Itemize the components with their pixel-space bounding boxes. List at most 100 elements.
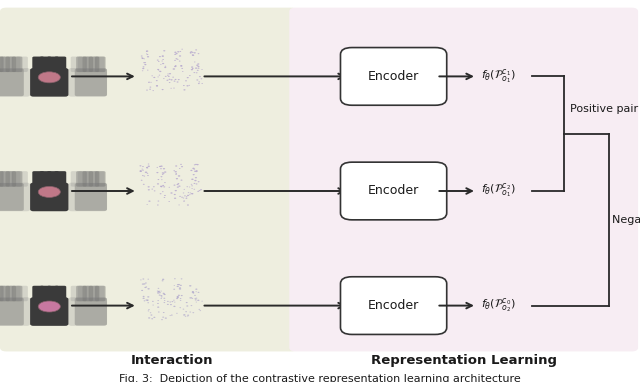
Circle shape	[185, 311, 187, 312]
Circle shape	[173, 306, 175, 307]
Circle shape	[164, 66, 166, 67]
Circle shape	[198, 53, 200, 54]
Circle shape	[146, 89, 148, 91]
Circle shape	[162, 317, 164, 318]
Circle shape	[162, 174, 164, 175]
Circle shape	[177, 186, 179, 188]
Circle shape	[163, 78, 164, 79]
Circle shape	[186, 302, 188, 303]
FancyBboxPatch shape	[16, 57, 28, 72]
FancyBboxPatch shape	[340, 277, 447, 335]
Circle shape	[175, 65, 177, 66]
FancyBboxPatch shape	[86, 286, 97, 301]
Circle shape	[193, 169, 195, 170]
Circle shape	[152, 304, 154, 306]
Circle shape	[175, 190, 177, 191]
Circle shape	[173, 185, 175, 186]
Circle shape	[161, 295, 163, 296]
FancyBboxPatch shape	[12, 57, 22, 72]
FancyBboxPatch shape	[54, 171, 67, 187]
FancyBboxPatch shape	[68, 297, 107, 326]
Circle shape	[174, 302, 175, 303]
FancyBboxPatch shape	[12, 171, 22, 187]
Circle shape	[162, 191, 164, 192]
Circle shape	[192, 298, 193, 299]
Circle shape	[156, 85, 158, 86]
Circle shape	[157, 291, 159, 292]
Circle shape	[192, 55, 195, 56]
Circle shape	[143, 62, 145, 63]
Circle shape	[177, 183, 179, 184]
Circle shape	[159, 75, 160, 76]
Circle shape	[161, 176, 163, 177]
Circle shape	[153, 186, 155, 187]
Circle shape	[141, 55, 143, 57]
Circle shape	[188, 192, 189, 193]
FancyBboxPatch shape	[0, 171, 4, 187]
Circle shape	[141, 290, 143, 291]
Circle shape	[161, 319, 163, 320]
Circle shape	[157, 179, 159, 180]
Circle shape	[160, 186, 163, 187]
Circle shape	[177, 81, 179, 83]
Circle shape	[147, 204, 148, 205]
Circle shape	[189, 52, 191, 53]
FancyBboxPatch shape	[83, 286, 93, 301]
Circle shape	[163, 312, 164, 313]
Circle shape	[194, 164, 196, 165]
Circle shape	[162, 63, 164, 64]
Circle shape	[173, 300, 175, 301]
Circle shape	[180, 278, 182, 279]
FancyBboxPatch shape	[0, 171, 6, 187]
Circle shape	[196, 65, 198, 66]
Circle shape	[147, 56, 149, 57]
Circle shape	[174, 54, 176, 55]
Circle shape	[198, 181, 200, 182]
Circle shape	[180, 65, 182, 67]
Circle shape	[172, 301, 173, 302]
Circle shape	[178, 284, 180, 285]
FancyBboxPatch shape	[93, 171, 105, 187]
Circle shape	[196, 170, 198, 171]
Circle shape	[148, 309, 150, 310]
Circle shape	[147, 175, 149, 176]
Circle shape	[143, 66, 145, 67]
FancyBboxPatch shape	[16, 171, 28, 187]
Circle shape	[193, 183, 195, 184]
FancyBboxPatch shape	[76, 171, 87, 187]
FancyBboxPatch shape	[6, 286, 16, 301]
Circle shape	[180, 51, 181, 52]
Circle shape	[168, 187, 170, 188]
FancyBboxPatch shape	[30, 297, 68, 326]
Circle shape	[179, 307, 181, 308]
Circle shape	[198, 292, 200, 293]
Circle shape	[195, 180, 196, 181]
Circle shape	[180, 300, 181, 301]
Circle shape	[193, 312, 194, 313]
Circle shape	[150, 312, 151, 313]
FancyBboxPatch shape	[68, 68, 107, 97]
Circle shape	[157, 288, 159, 289]
Circle shape	[173, 285, 175, 286]
Circle shape	[167, 304, 169, 305]
Circle shape	[192, 168, 195, 169]
Circle shape	[170, 301, 171, 303]
FancyBboxPatch shape	[86, 57, 97, 72]
Circle shape	[147, 302, 149, 303]
Circle shape	[164, 317, 167, 319]
FancyBboxPatch shape	[83, 57, 93, 72]
Circle shape	[192, 54, 194, 55]
Circle shape	[164, 182, 166, 183]
Circle shape	[191, 193, 193, 194]
Circle shape	[175, 165, 177, 167]
FancyBboxPatch shape	[40, 57, 51, 72]
Circle shape	[150, 314, 152, 316]
FancyBboxPatch shape	[0, 57, 10, 72]
Circle shape	[164, 197, 165, 198]
Circle shape	[177, 51, 179, 52]
Circle shape	[163, 186, 165, 188]
Circle shape	[173, 87, 175, 89]
Circle shape	[177, 296, 179, 298]
FancyBboxPatch shape	[54, 286, 67, 301]
Circle shape	[178, 79, 180, 80]
